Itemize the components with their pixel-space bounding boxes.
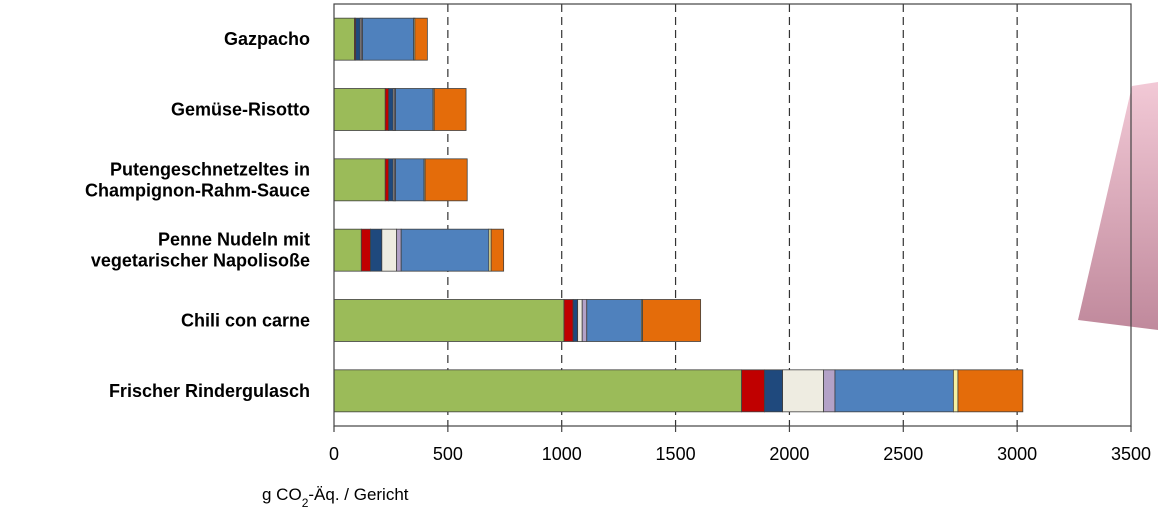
category-label: Putengeschnetzeltes in [110,159,310,179]
category-labels: Gazpacho Gemüse-Risotto Putengeschnetzelte… [85,29,310,401]
bar-segment [395,88,434,131]
bar-segment [384,88,390,131]
category-label: Gazpacho [224,29,310,49]
x-axis-label: g CO2-Äq. / Gericht [262,485,409,510]
category-label: Chili con carne [181,311,310,331]
category-label: Frischer Rindergulasch [109,381,310,401]
bar-stack [333,17,428,61]
bar-segment [782,369,824,413]
gridlines [447,4,1018,426]
bar-segment [741,369,765,413]
x-tick-label: 2000 [769,444,809,464]
category-label: vegetarischer Napolisoße [91,251,310,271]
bar-segment [577,299,583,342]
x-tick-label: 2500 [883,444,923,464]
bar-segment [395,158,425,202]
x-tick-label: 1500 [656,444,696,464]
x-axis-label-prefix: g CO [262,485,302,504]
bar-segment [952,369,959,413]
bar-stack [333,299,702,342]
x-tick-label: 1000 [542,444,582,464]
bar-segment [490,228,505,272]
bar-segment [355,17,361,61]
bar-segment [333,17,355,61]
x-axis-ticks: 0 500 1000 1500 2000 2500 3000 3500 [329,426,1151,464]
bar-segment [823,369,836,413]
bar-segment [384,158,390,202]
x-axis-label-suffix: -Äq. / Gericht [308,485,408,504]
x-axis-label-subscript: 2 [302,496,309,510]
x-tick-label: 3000 [997,444,1037,464]
plot-frame [333,3,1132,427]
bar-segment [572,299,579,342]
bar-segment [388,88,394,131]
bar-stack [333,158,468,202]
bars [333,17,1024,413]
bar-segment [333,369,743,413]
bar-segment [333,88,386,131]
bar-segment [834,369,954,413]
bar-segment [333,299,565,342]
bar-segment [642,299,702,342]
bar-segment [581,299,588,342]
bar-stack [333,369,1024,413]
decorative-card [1078,82,1158,330]
bar-segment [333,228,362,272]
bar-segment [563,299,574,342]
bar-segment [763,369,783,413]
x-tick-label: 3500 [1111,444,1151,464]
x-tick-label: 500 [433,444,463,464]
bar-segment [586,299,642,342]
category-label: Penne Nudeln mit [158,230,310,250]
bar-stack [333,228,505,272]
bar-segment [362,17,415,61]
bar-stack [333,88,467,131]
bar-segment [957,369,1024,413]
bar-segment [414,17,428,61]
bar-segment [424,158,468,202]
category-label: Gemüse-Risotto [171,100,310,120]
bar-segment [388,158,394,202]
bar-segment [333,158,386,202]
bar-segment [360,228,371,272]
bar-segment [433,88,467,131]
bar-segment [370,228,383,272]
bar-segment [400,228,490,272]
category-label: Champignon-Rahm-Sauce [85,180,310,200]
bar-segment [396,228,402,272]
bar-segment [381,228,398,272]
x-tick-label: 0 [329,444,339,464]
